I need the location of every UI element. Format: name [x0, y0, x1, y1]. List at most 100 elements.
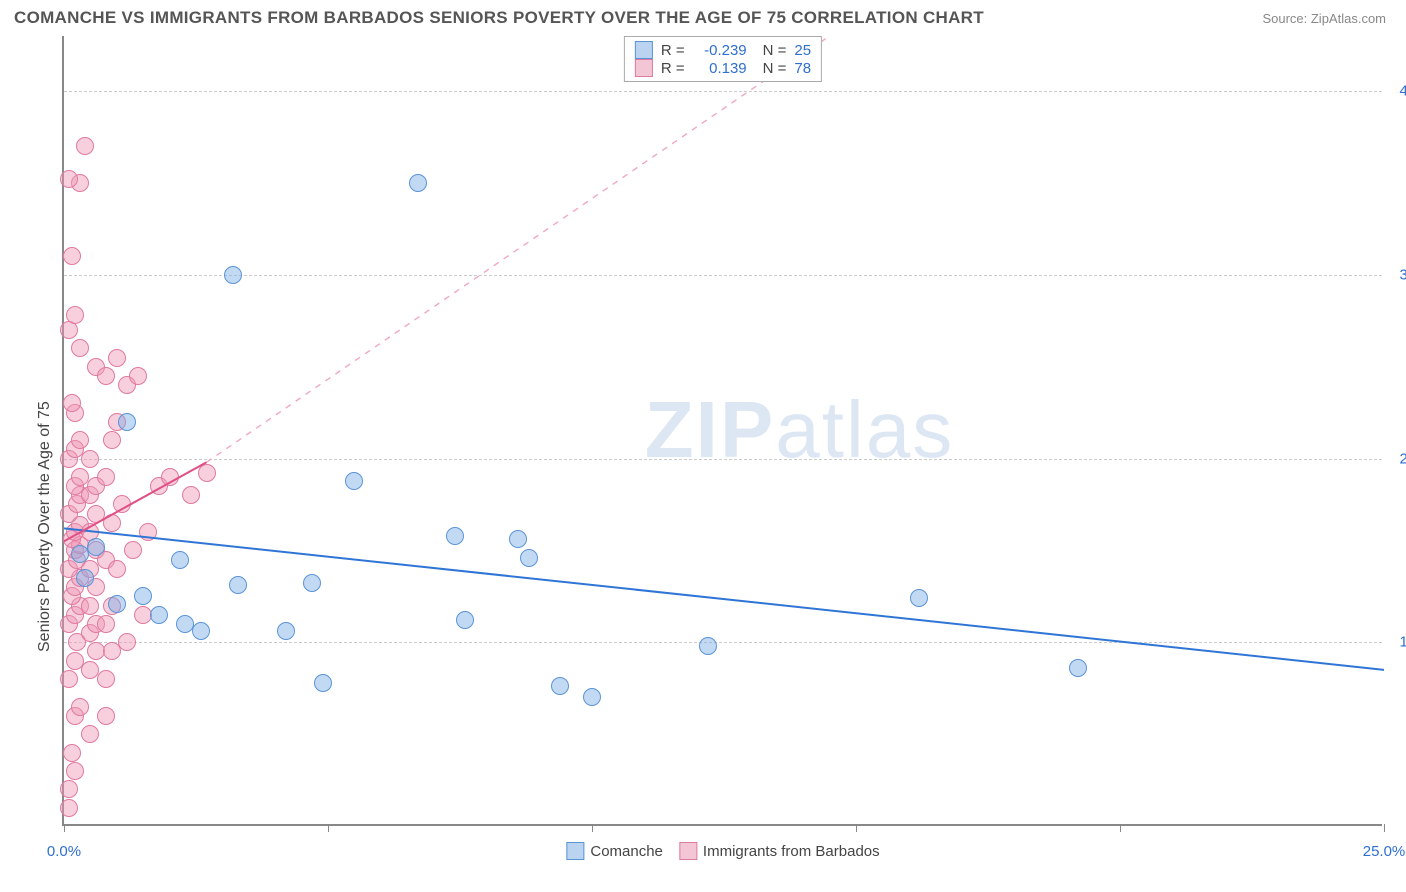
x-tick	[592, 824, 593, 832]
data-point-barbados	[103, 514, 121, 532]
data-point-barbados	[108, 349, 126, 367]
r-label: R =	[661, 42, 685, 59]
gridline	[64, 91, 1382, 92]
x-tick-label: 25.0%	[1363, 843, 1406, 860]
data-point-comanche	[224, 266, 242, 284]
source-attribution: Source: ZipAtlas.com	[1262, 11, 1386, 26]
trend-line	[64, 528, 1384, 669]
watermark: ZIPatlas	[645, 384, 954, 476]
data-point-barbados	[81, 450, 99, 468]
x-tick	[1384, 824, 1385, 832]
data-point-barbados	[182, 486, 200, 504]
x-tick	[328, 824, 329, 832]
y-tick-label: 20.0%	[1387, 450, 1406, 467]
legend-swatch	[566, 842, 584, 860]
data-point-barbados	[71, 698, 89, 716]
data-point-comanche	[277, 622, 295, 640]
data-point-comanche	[456, 611, 474, 629]
data-point-comanche	[192, 622, 210, 640]
data-point-barbados	[97, 670, 115, 688]
r-value: -0.239	[693, 42, 747, 59]
data-point-barbados	[60, 670, 78, 688]
data-point-barbados	[129, 367, 147, 385]
data-point-barbados	[103, 642, 121, 660]
data-point-comanche	[118, 413, 136, 431]
watermark-suffix: atlas	[775, 385, 954, 474]
data-point-comanche	[150, 606, 168, 624]
data-point-comanche	[303, 574, 321, 592]
y-tick-label: 40.0%	[1387, 83, 1406, 100]
y-tick-label: 10.0%	[1387, 634, 1406, 651]
data-point-comanche	[509, 530, 527, 548]
trend-lines-layer	[64, 36, 1384, 826]
y-tick-label: 30.0%	[1387, 266, 1406, 283]
data-point-barbados	[97, 707, 115, 725]
legend-item-comanche: Comanche	[566, 842, 663, 860]
x-tick-label: 0.0%	[47, 843, 81, 860]
data-point-barbados	[124, 541, 142, 559]
data-point-comanche	[910, 589, 928, 607]
correlation-legend: R =-0.239N =25R =0.139N =78	[624, 36, 822, 82]
data-point-comanche	[171, 551, 189, 569]
data-point-barbados	[81, 597, 99, 615]
x-tick	[64, 824, 65, 832]
legend-swatch	[679, 842, 697, 860]
chart-title: COMANCHE VS IMMIGRANTS FROM BARBADOS SEN…	[14, 8, 984, 28]
gridline	[64, 275, 1382, 276]
legend-row-barbados: R =0.139N =78	[635, 59, 811, 77]
data-point-barbados	[66, 762, 84, 780]
data-point-comanche	[520, 549, 538, 567]
legend-label: Comanche	[590, 843, 663, 860]
data-point-barbados	[63, 247, 81, 265]
legend-swatch	[635, 59, 653, 77]
data-point-comanche	[134, 587, 152, 605]
data-point-comanche	[76, 569, 94, 587]
data-point-comanche	[583, 688, 601, 706]
watermark-prefix: ZIP	[645, 385, 775, 474]
data-point-barbados	[198, 464, 216, 482]
data-point-comanche	[699, 637, 717, 655]
x-tick	[856, 824, 857, 832]
legend-row-comanche: R = -0.239 N = 25	[635, 41, 811, 59]
data-point-barbados	[71, 339, 89, 357]
data-point-barbados	[71, 431, 89, 449]
gridline	[64, 459, 1382, 460]
r-label: R =	[661, 60, 685, 77]
data-point-barbados	[118, 633, 136, 651]
n-value: 25	[794, 42, 811, 59]
data-point-comanche	[345, 472, 363, 490]
n-label: N =	[763, 42, 787, 59]
data-point-barbados	[81, 725, 99, 743]
n-label: N =	[763, 60, 787, 77]
data-point-barbados	[161, 468, 179, 486]
data-point-barbados	[108, 560, 126, 578]
data-point-barbados	[60, 170, 78, 188]
data-point-barbados	[60, 780, 78, 798]
data-point-barbados	[97, 468, 115, 486]
legend-item-barbados: Immigrants from Barbados	[679, 842, 880, 860]
data-point-barbados	[60, 799, 78, 817]
data-point-barbados	[66, 306, 84, 324]
chart-container: Seniors Poverty Over the Age of 75 ZIPat…	[14, 36, 1392, 876]
data-point-comanche	[551, 677, 569, 695]
data-point-comanche	[108, 595, 126, 613]
data-point-barbados	[76, 137, 94, 155]
plot-area: ZIPatlas R =-0.239N =25R =0.139N =78 Com…	[62, 36, 1382, 826]
data-point-barbados	[63, 394, 81, 412]
trend-line	[207, 36, 830, 462]
data-point-comanche	[446, 527, 464, 545]
data-point-comanche	[1069, 659, 1087, 677]
x-tick	[1120, 824, 1121, 832]
legend-swatch	[635, 41, 653, 59]
data-point-barbados	[97, 615, 115, 633]
legend-label: Immigrants from Barbados	[703, 843, 880, 860]
data-point-comanche	[229, 576, 247, 594]
series-legend: Comanche Immigrants from Barbados	[566, 842, 879, 860]
chart-header: COMANCHE VS IMMIGRANTS FROM BARBADOS SEN…	[0, 0, 1406, 32]
r-value: 0.139	[693, 60, 747, 77]
data-point-comanche	[314, 674, 332, 692]
y-axis-label: Seniors Poverty Over the Age of 75	[36, 401, 54, 652]
data-point-barbados	[113, 495, 131, 513]
data-point-comanche	[87, 538, 105, 556]
data-point-comanche	[409, 174, 427, 192]
